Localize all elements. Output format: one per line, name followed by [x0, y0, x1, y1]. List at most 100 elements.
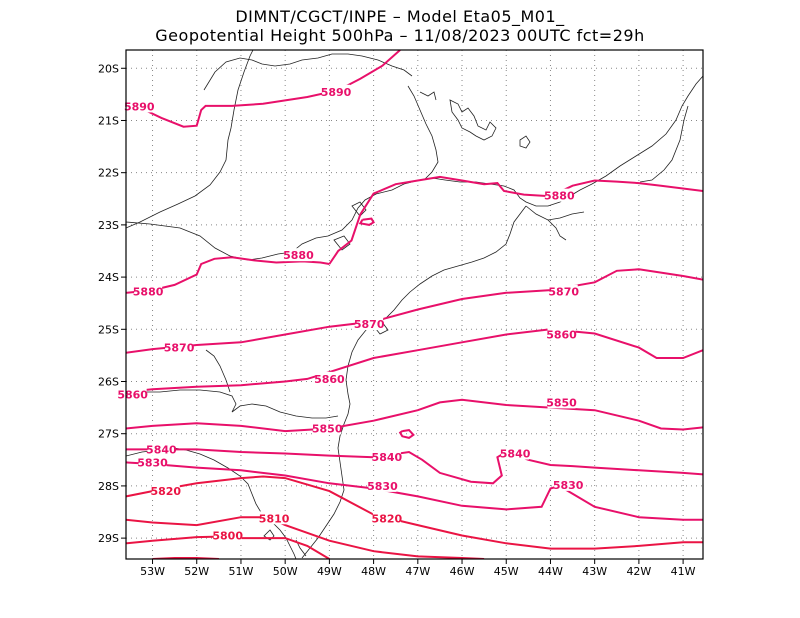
contour-label: 5850: [312, 422, 343, 435]
x-tick-label: 51W: [229, 565, 254, 578]
contour-label: 5890: [321, 86, 352, 99]
contour-line-5880-north: [328, 175, 703, 265]
coastline: [126, 75, 703, 261]
coastline: [449, 99, 497, 141]
contour-line-5870: [126, 268, 703, 354]
coastline: [351, 201, 367, 217]
contour-label: 5840: [372, 451, 403, 464]
x-tick-label: 44W: [538, 565, 563, 578]
contour-label: 5870: [548, 286, 579, 299]
contour-label-background: [147, 442, 176, 456]
x-tick-label: 52W: [184, 565, 209, 578]
chart-title-line1: DIMNT/CGCT/INPE – Model Eta05_M01_: [235, 7, 565, 27]
x-tick-label: 46W: [450, 565, 475, 578]
contour-label: 5870: [354, 318, 385, 331]
contour-label-background: [368, 478, 397, 492]
x-tick-label: 53W: [140, 565, 165, 578]
contour-label-background: [501, 446, 530, 460]
contour-label: 5840: [500, 448, 531, 461]
coastline: [639, 105, 689, 183]
contour-labels: 5890 5890 5880 5880 5880 5870 5870 5870 5860 5860…: [117, 84, 584, 543]
coastline: [525, 205, 585, 221]
y-tick-label: 24S: [98, 271, 119, 284]
x-tick-label: 45W: [494, 565, 519, 578]
contour-label-background: [284, 248, 313, 262]
contour-label: 5860: [546, 329, 577, 342]
x-tick-label: 42W: [626, 565, 651, 578]
y-tick-label: 29S: [98, 532, 119, 545]
y-tick-label: 21S: [98, 114, 119, 127]
x-tick-label: 50W: [273, 565, 298, 578]
contour-label: 5840: [146, 443, 177, 456]
contour-label: 5800: [212, 530, 243, 543]
contour-label: 5850: [546, 396, 577, 409]
contour-label-background: [547, 395, 576, 409]
coastline: [301, 205, 527, 559]
y-tick-label: 20S: [98, 62, 119, 75]
contour-label-background: [315, 371, 344, 385]
coastline: [263, 529, 275, 541]
x-tick-label: 48W: [361, 565, 386, 578]
contour-label-background: [151, 484, 180, 498]
x-tick-label: 49W: [317, 565, 342, 578]
coastline: [203, 53, 413, 91]
coastline: [205, 349, 231, 393]
contour-line-5830: [126, 461, 703, 521]
contour-line-5880-closed: [358, 217, 375, 226]
contour-label: 5810: [259, 512, 290, 525]
contour-label-background: [125, 99, 154, 113]
height-contours: [126, 50, 703, 559]
contour-label-background: [313, 421, 342, 435]
chart-title-line2: Geopotential Height 500hPa – 11/08/2023 …: [155, 26, 644, 45]
contour-label: 5830: [137, 456, 168, 469]
coastline: [407, 85, 439, 181]
contour-label: 5860: [117, 389, 148, 402]
y-tick-label: 23S: [98, 219, 119, 232]
coastline: [519, 135, 531, 149]
contour-label-background: [355, 317, 384, 331]
y-tick-label: 28S: [98, 480, 119, 493]
contour-label-background: [322, 84, 351, 98]
contour-label-background: [213, 528, 242, 542]
y-tick-label: 25S: [98, 323, 119, 336]
contour-label: 5880: [283, 249, 314, 262]
contour-label: 5890: [124, 100, 155, 113]
coastline: [419, 91, 437, 101]
contour-label-background: [545, 188, 574, 202]
contour-label-background: [554, 477, 583, 491]
contour-label-background: [372, 511, 401, 525]
contour-label: 5820: [372, 512, 403, 525]
coastline: [126, 389, 339, 419]
contour-label-background: [260, 511, 289, 525]
contour-label: 5830: [553, 479, 584, 492]
y-tick-label: 27S: [98, 428, 119, 441]
contour-line-5840: [126, 448, 703, 485]
x-tick-label: 43W: [582, 565, 607, 578]
x-tick-label: 47W: [405, 565, 430, 578]
contour-label: 5870: [164, 342, 195, 355]
contour-line-5890: [126, 50, 401, 128]
contour-label: 5830: [367, 480, 398, 493]
contour-label: 5880: [544, 190, 575, 203]
y-tick-label: 22S: [98, 167, 119, 180]
x-tick-label: 41W: [671, 565, 696, 578]
contour-line-5860: [126, 328, 703, 393]
contour-line-5850: [126, 398, 703, 433]
y-tick-label: 26S: [98, 376, 119, 389]
contour-line-5840-closed: [398, 429, 415, 439]
contour-label-background: [547, 327, 576, 341]
contour-label: 5860: [314, 373, 345, 386]
coastline: [126, 50, 254, 229]
x-axis-ticks: 53W 52W 51W 50W 49W 48W 47W 46W 45W 44W 43W 42W 41W: [140, 559, 696, 578]
contour-label-background: [549, 284, 578, 298]
coastline: [547, 219, 567, 241]
contour-label-background: [165, 340, 194, 354]
contour-label-background: [372, 450, 401, 464]
contour-label-background: [134, 284, 163, 298]
plot-frame: [125, 49, 704, 560]
coastline: [333, 235, 351, 251]
contour-label: 5820: [150, 485, 181, 498]
contour-line-5810: [126, 516, 485, 559]
contour-label-background: [138, 455, 167, 469]
